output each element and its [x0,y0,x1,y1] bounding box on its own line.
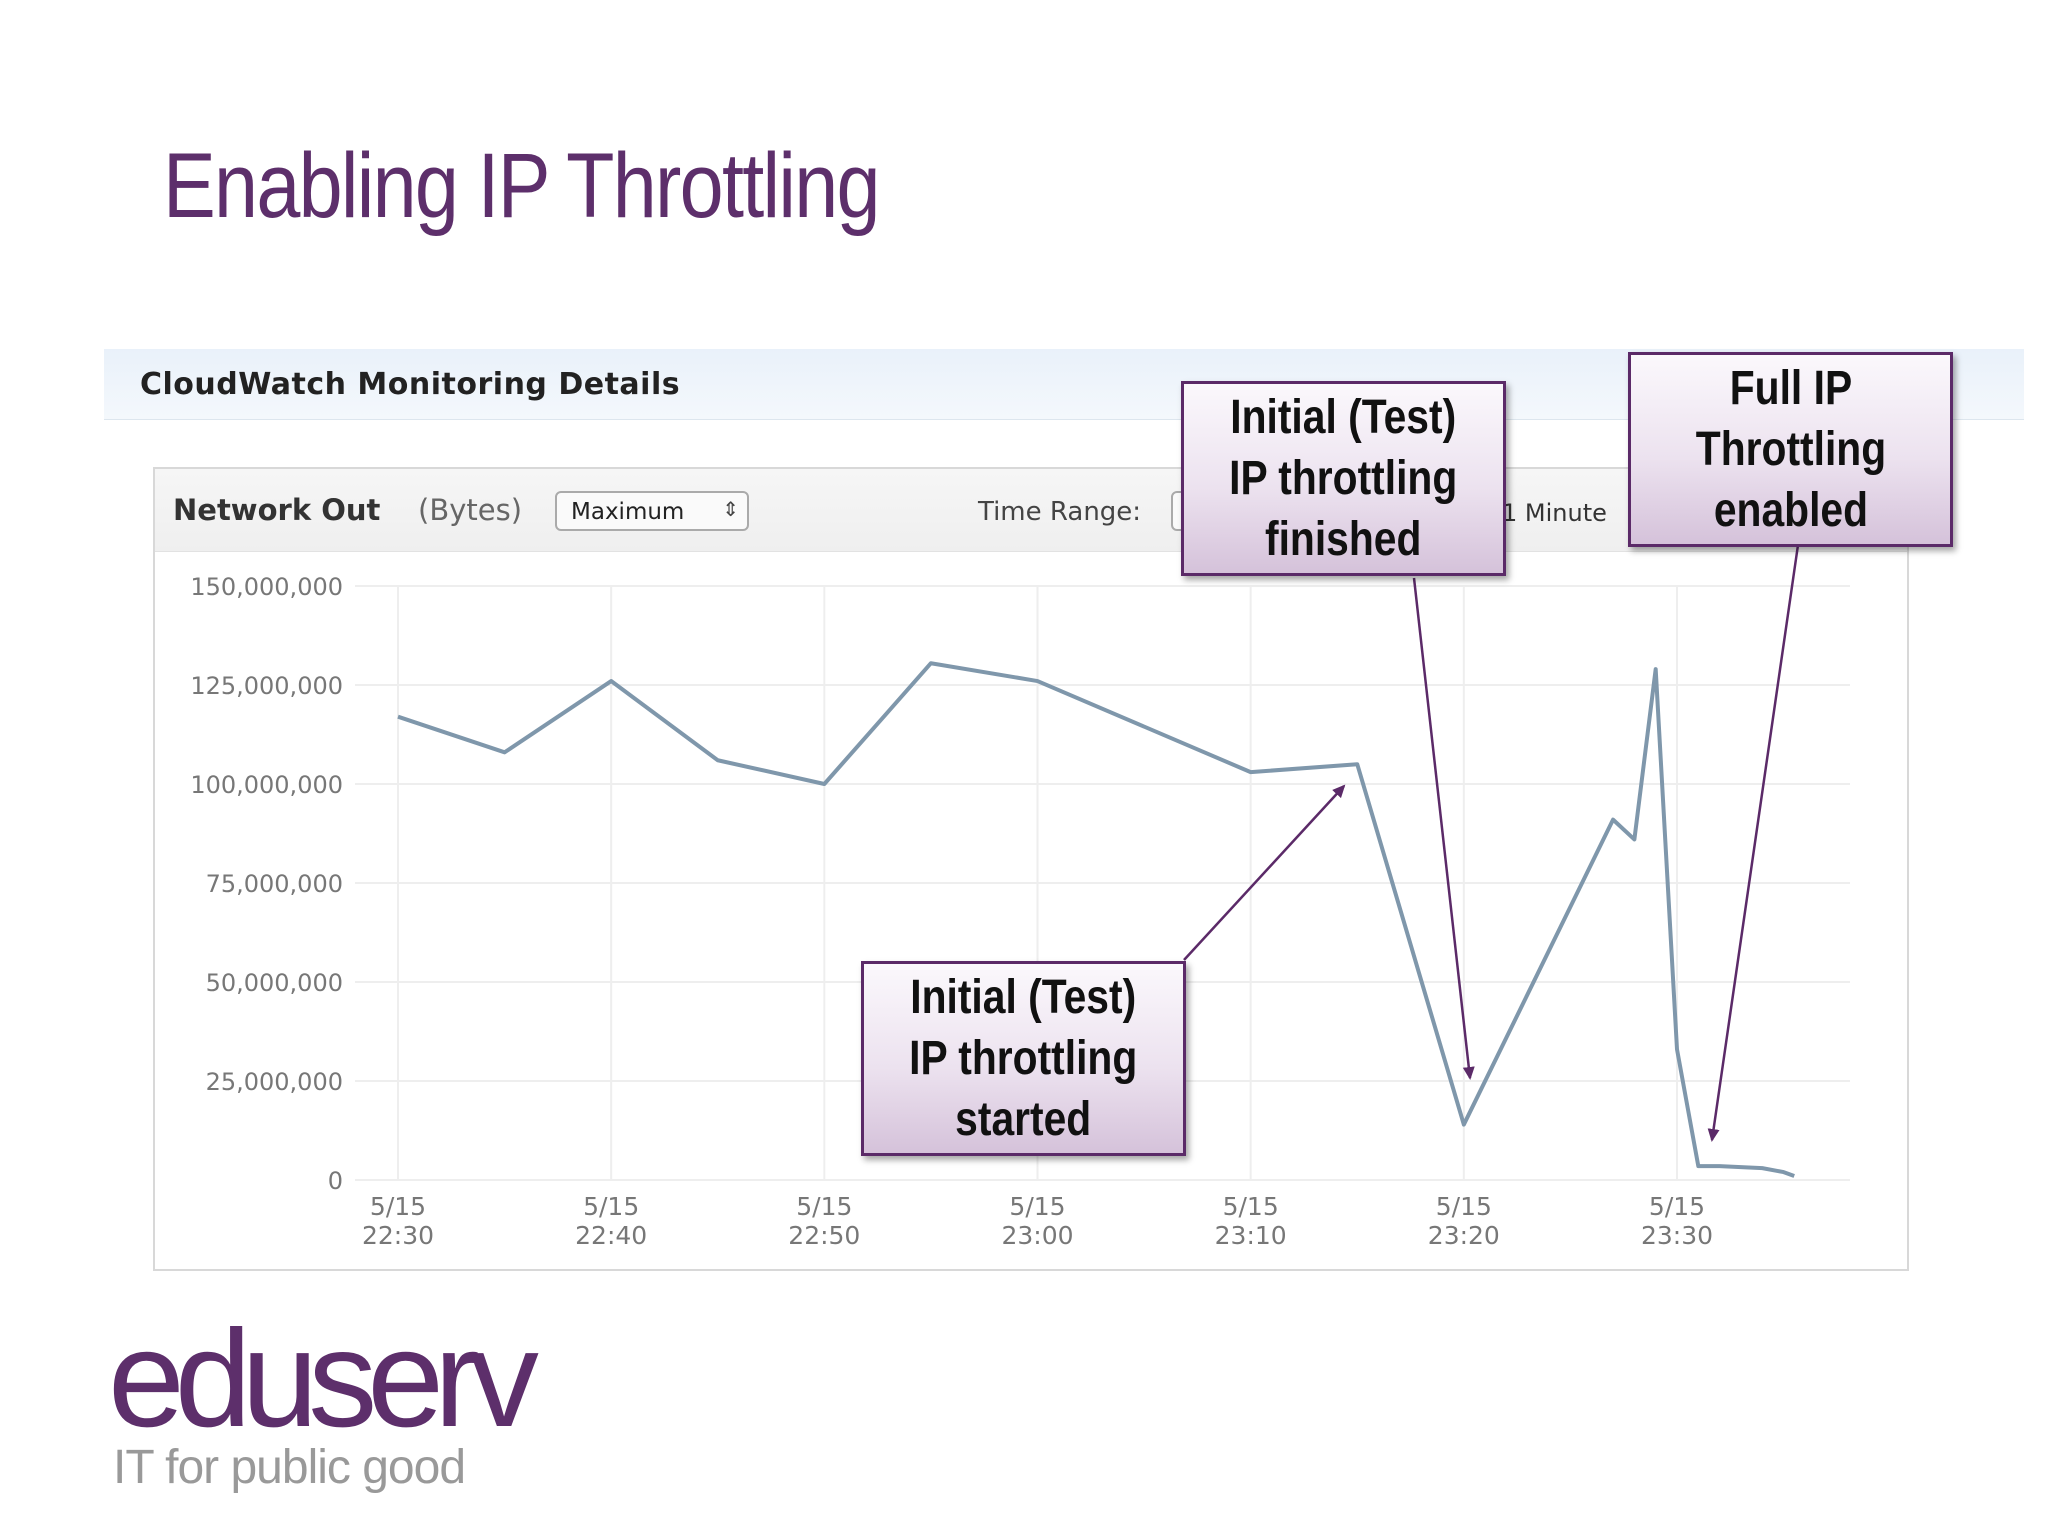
x-tick-date: 5/15 [1436,1192,1492,1221]
y-tick-label: 125,000,000 [190,672,343,700]
brand-tagline: IT for public good [113,1441,466,1494]
y-tick-label: 25,000,000 [206,1068,343,1096]
statistic-select-value: Maximum [571,499,685,525]
x-tick-time: 23:10 [1215,1221,1287,1250]
metric-unit: (Bytes) [418,493,523,527]
annotation-throttling-finished: Initial (Test) IP throttling finished [1181,381,1506,576]
x-tick-date: 5/15 [583,1192,639,1221]
x-tick-date: 5/15 [370,1192,426,1221]
period-select-value[interactable]: 1 Minute [1502,499,1607,527]
arrow-full-throttling [1707,544,1800,1142]
x-tick-time: 23:20 [1428,1221,1500,1250]
y-tick-label: 75,000,000 [206,870,343,898]
slide-title: Enabling IP Throttling [163,135,880,237]
x-tick-time: 23:00 [1001,1221,1073,1250]
time-range-label: Time Range: [978,497,1142,527]
y-tick-label: 150,000,000 [190,573,343,601]
y-tick-label: 50,000,000 [206,969,343,997]
annotation-throttling-started: Initial (Test) IP throttling started [861,961,1186,1156]
x-tick-time: 23:30 [1641,1221,1713,1250]
arrow-throttling-finished [1412,577,1475,1080]
cloudwatch-header-title: CloudWatch Monitoring Details [140,367,681,402]
statistic-select[interactable]: Maximum ⇕ [555,491,749,531]
x-tick-date: 5/15 [1223,1192,1279,1221]
y-tick-label: 0 [328,1167,343,1195]
x-tick-time: 22:30 [362,1221,434,1250]
arrow-throttling-started [1183,784,1346,961]
x-tick-date: 5/15 [1009,1192,1065,1221]
annotation-full-throttling: Full IP Throttling enabled [1628,352,1953,547]
eduserv-logo: eduserv [108,1302,539,1456]
y-tick-label: 100,000,000 [190,771,343,799]
x-tick-date: 5/15 [796,1192,852,1221]
x-tick-time: 22:40 [575,1221,647,1250]
metric-name: Network Out [173,493,381,527]
x-tick-date: 5/15 [1649,1192,1705,1221]
select-arrows-icon: ⇕ [722,499,739,521]
x-tick-time: 22:50 [788,1221,860,1250]
